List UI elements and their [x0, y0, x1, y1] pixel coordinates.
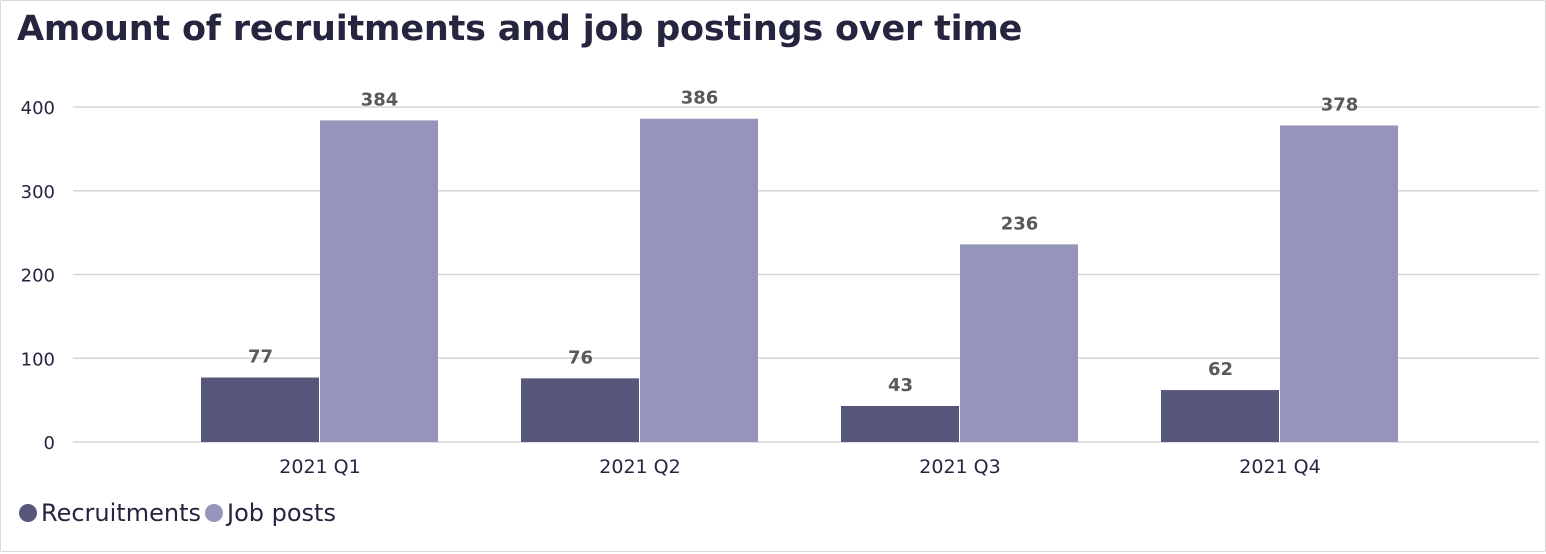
- bar-recruitments-2021-q1[interactable]: [201, 377, 319, 442]
- legend-swatch-recruitments: [19, 504, 37, 522]
- bar-job-posts-2021-q1[interactable]: [320, 120, 438, 443]
- data-label: 386: [681, 88, 719, 109]
- bar-recruitments-2021-q2[interactable]: [521, 378, 639, 442]
- legend: Recruitments Job posts: [19, 499, 336, 527]
- x-category-label: 2021 Q2: [599, 456, 680, 478]
- legend-label-recruitments: Recruitments: [41, 499, 201, 527]
- data-label: 384: [361, 89, 399, 110]
- y-tick-label: 100: [21, 349, 55, 370]
- data-label: 76: [568, 347, 593, 368]
- x-axis-categories: 2021 Q1 2021 Q2 2021 Q3 2021 Q4: [279, 456, 1320, 478]
- y-tick-label: 300: [21, 182, 55, 203]
- x-category-label: 2021 Q3: [919, 456, 1000, 478]
- y-tick-label: 400: [21, 98, 55, 119]
- bar-recruitments-2021-q4[interactable]: [1161, 390, 1279, 442]
- bar-job-posts-2021-q2[interactable]: [640, 118, 758, 442]
- y-axis-ticks: 0 100 200 300 400: [21, 98, 55, 454]
- bar-job-posts-2021-q3[interactable]: [960, 244, 1078, 442]
- legend-label-job-posts: Job posts: [226, 499, 336, 527]
- legend-item-recruitments[interactable]: Recruitments: [19, 499, 201, 527]
- data-label: 77: [248, 347, 273, 368]
- chart-title: Amount of recruitments and job postings …: [17, 9, 1023, 49]
- data-label: 378: [1321, 94, 1359, 115]
- y-tick-label: 0: [44, 433, 55, 454]
- x-category-label: 2021 Q1: [279, 456, 360, 478]
- bars: [201, 118, 1398, 443]
- bar-recruitments-2021-q3[interactable]: [841, 405, 959, 442]
- data-labels: 77 384 76 386 43 236 62 378: [248, 88, 1358, 396]
- data-label: 43: [888, 375, 913, 396]
- bar-job-posts-2021-q4[interactable]: [1280, 125, 1398, 443]
- data-label: 62: [1208, 359, 1233, 380]
- legend-swatch-job-posts: [204, 504, 223, 522]
- legend-item-job-posts[interactable]: Job posts: [204, 499, 336, 527]
- data-label: 236: [1001, 213, 1039, 234]
- y-tick-label: 200: [21, 266, 55, 287]
- x-category-label: 2021 Q4: [1239, 456, 1320, 478]
